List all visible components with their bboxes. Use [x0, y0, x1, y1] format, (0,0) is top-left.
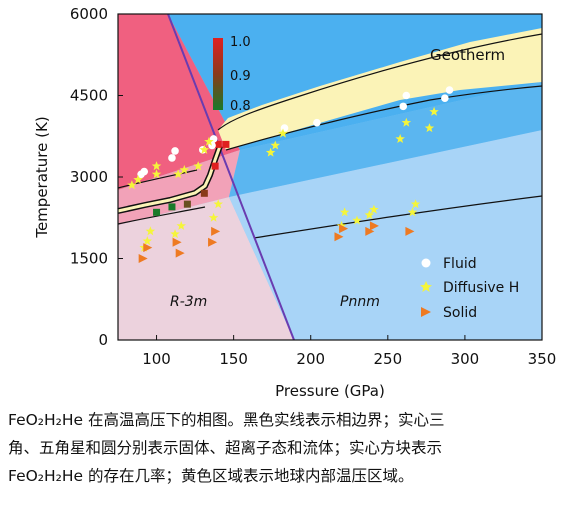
probability-square: [222, 140, 230, 148]
colorbar-tick-1: 1.0: [230, 35, 251, 50]
solid-point: [405, 226, 415, 236]
diffusive-point: [270, 140, 280, 150]
probability-square: [214, 140, 222, 148]
diffusive-point: [151, 161, 162, 171]
purple-phase-line: [167, 13, 295, 341]
fluid-point: [441, 94, 449, 103]
boundary-left-upper: [117, 169, 198, 189]
fluid-point: [445, 86, 454, 94]
diffusive-point: [369, 204, 379, 214]
region-upper-blue: [229, 82, 542, 197]
fluid-point: [280, 124, 289, 132]
solid-point: [175, 248, 185, 258]
diffusive-point: [173, 169, 183, 179]
region-r3m-solid-light: [118, 197, 294, 340]
diffusive-point: [424, 123, 435, 133]
y-tick-label: 3000: [70, 168, 108, 186]
probability-square: [168, 203, 176, 211]
region-label-geotherm: Geotherm: [430, 46, 505, 64]
colorbar-tick-3: 0.8: [230, 99, 251, 114]
boundary-low: [253, 195, 543, 239]
y-tick-label: 1500: [70, 250, 108, 268]
diffusive-point: [208, 212, 219, 222]
legend-diffusive-marker: [420, 281, 432, 292]
y-axis-label: Temperature (K): [33, 116, 51, 238]
diffusive-point: [278, 128, 288, 138]
x-tick-label: 250: [373, 350, 402, 368]
diffusive-point: [339, 207, 350, 217]
solid-point: [138, 254, 148, 263]
boundary-left-lower: [117, 206, 206, 225]
solid-point: [369, 221, 379, 231]
solid-point: [365, 226, 375, 236]
x-tick-label: 300: [451, 350, 480, 368]
fluid-point: [313, 118, 321, 127]
caption-line-2: 角、五角星和圆分别表示固体、超离子态和流体；实心方块表示: [8, 439, 443, 457]
probability-square: [211, 162, 219, 170]
legend-diffusive-label: Diffusive H: [443, 280, 519, 296]
x-tick-label: 150: [219, 350, 248, 368]
boundary-upper-black: [217, 33, 543, 131]
diffusive-point: [133, 174, 143, 184]
legend-fluid-label: Fluid: [443, 256, 477, 272]
boundary-geotherm-lower: [225, 85, 543, 151]
solid-point: [143, 243, 153, 253]
diffusive-point: [265, 147, 276, 157]
region-pnnm-blue: [229, 130, 542, 340]
diffusive-point: [213, 199, 223, 209]
diffusive-point: [395, 134, 405, 143]
diffusive-point: [204, 136, 214, 146]
legend-solid-marker: [421, 307, 431, 317]
solid-point: [208, 237, 218, 247]
probability-square: [153, 208, 161, 216]
figure-caption: FeO₂H₂He 在高温高压下的相图。黑色实线表示相边界；实心三 角、五角星和圆…: [8, 406, 570, 490]
solid-point: [339, 224, 349, 234]
phase-diagram: 100 150 200 250 300 350 0 1500 3000 4500 6000 Pres…: [33, 5, 557, 400]
fluid-point: [171, 147, 179, 155]
diffusive-point: [199, 144, 210, 154]
x-tick-label: 350: [528, 350, 557, 368]
solid-point: [334, 232, 344, 242]
diffusive-point: [429, 106, 439, 116]
diffusive-point: [410, 199, 421, 209]
y-tick-label: 0: [98, 331, 108, 349]
diffusive-point: [364, 210, 375, 220]
diffusive-point: [407, 207, 418, 217]
y-tick-label: 4500: [70, 87, 108, 105]
x-axis-label: Pressure (GPa): [275, 382, 385, 400]
legend: Fluid Diffusive H Solid: [420, 256, 519, 321]
diffusive-point: [170, 229, 180, 239]
x-tick-label: 100: [142, 350, 171, 368]
colorbar-tick-2: 0.9: [230, 69, 251, 84]
caption-line-3: FeO₂H₂He 的存在几率；黄色区域表示地球内部温压区域。: [8, 467, 414, 485]
solid-point: [211, 226, 221, 236]
transition-curve-fill: [117, 145, 222, 213]
diffusive-point: [142, 236, 152, 246]
y-tick-label: 6000: [70, 5, 108, 23]
region-label-pnnm: Pnnm: [340, 294, 380, 310]
diffusive-point: [127, 180, 137, 190]
fluid-point: [399, 102, 408, 111]
legend-solid-label: Solid: [443, 305, 477, 321]
region-label-r3m: R-3m: [170, 294, 207, 310]
x-tick-label: 200: [296, 350, 325, 368]
geotherm-band: [218, 28, 542, 150]
diffusive-point: [176, 220, 186, 230]
diffusive-point: [352, 215, 362, 225]
caption-line-1: FeO₂H₂He 在高温高压下的相图。黑色实线表示相边界；实心三: [8, 411, 445, 429]
fluid-point: [402, 91, 411, 100]
diffusive-point: [151, 169, 162, 179]
colorbar: [213, 38, 223, 110]
diffusive-point: [401, 117, 412, 127]
probability-square: [200, 189, 208, 197]
probability-square: [183, 200, 191, 208]
fluid-point: [140, 167, 149, 176]
solid-point: [172, 237, 182, 247]
diffusive-point: [193, 161, 203, 171]
legend-fluid-marker: [421, 258, 431, 268]
fluid-point: [168, 154, 176, 162]
diffusive-point: [179, 164, 190, 174]
diffusive-point: [145, 226, 156, 236]
